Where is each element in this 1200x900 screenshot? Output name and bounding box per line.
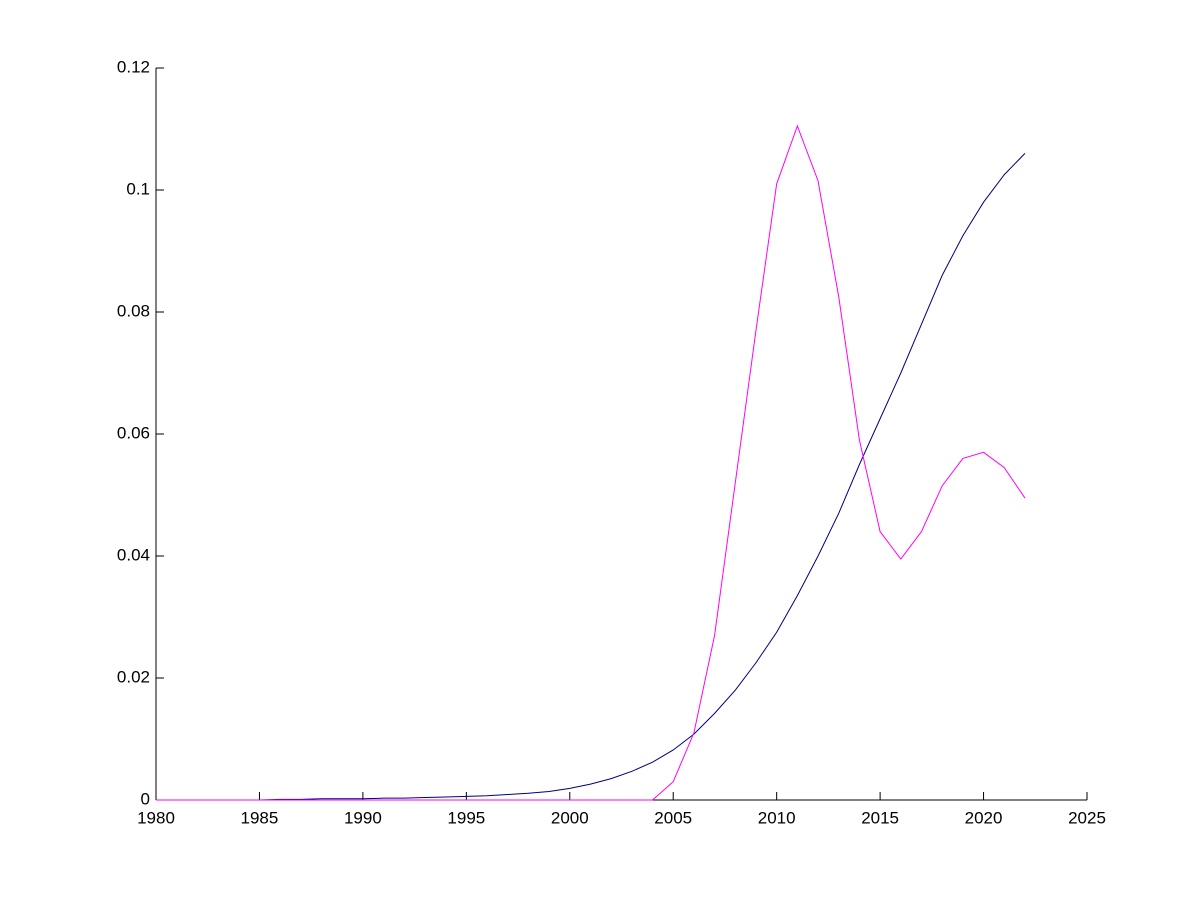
x-tick-label: 2025 bbox=[1068, 808, 1106, 827]
y-tick-label: 0.12 bbox=[117, 57, 150, 76]
y-tick-label: 0.02 bbox=[117, 667, 150, 686]
x-tick-label: 2005 bbox=[654, 808, 692, 827]
x-tick-label: 2000 bbox=[551, 808, 589, 827]
y-tick-label: 0.06 bbox=[117, 423, 150, 442]
x-tick-label: 1995 bbox=[447, 808, 485, 827]
y-tick-label: 0.08 bbox=[117, 301, 150, 320]
x-tick-label: 2015 bbox=[861, 808, 899, 827]
x-tick-label: 2010 bbox=[758, 808, 796, 827]
x-tick-label: 2020 bbox=[965, 808, 1003, 827]
y-tick-label: 0 bbox=[141, 789, 150, 808]
y-tick-label: 0.1 bbox=[126, 179, 150, 198]
x-tick-label: 1990 bbox=[344, 808, 382, 827]
x-tick-label: 1980 bbox=[137, 808, 175, 827]
x-tick-label: 1985 bbox=[241, 808, 279, 827]
line-series bbox=[156, 124, 1026, 801]
line-series bbox=[156, 153, 1026, 801]
y-tick-label: 0.04 bbox=[117, 545, 150, 564]
